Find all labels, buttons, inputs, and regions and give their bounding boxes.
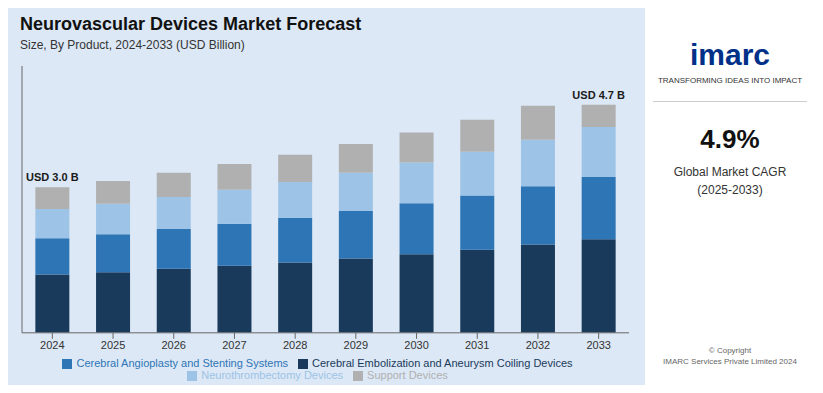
html-text:Cerebral Embolization and Aneu: Cerebral Embolization and Aneurysm Coili…: [312, 356, 573, 369]
svg-text:2029: 2029: [344, 339, 368, 351]
svg-text:2025: 2025: [101, 339, 125, 351]
svg-text:2032: 2032: [526, 339, 550, 351]
html-text:IMARC Services Private Limited: IMARC Services Private Limited 2024: [663, 356, 797, 366]
html-text:Size, By Product, 2024-2033 (U: Size, By Product, 2024-2033 (USD Billion…: [20, 38, 245, 52]
html-text:TRANSFORMING IDEAS INTO IMPACT: TRANSFORMING IDEAS INTO IMPACT: [657, 76, 803, 85]
svg-text:USD 3.0 B: USD 3.0 B: [26, 171, 79, 183]
svg-text:2030: 2030: [404, 339, 428, 351]
svg-text:2024: 2024: [40, 339, 64, 351]
html-text:© Copyright: © Copyright: [708, 345, 752, 355]
html-text:(2025-2033): (2025-2033): [697, 183, 763, 197]
svg-text:2028: 2028: [283, 339, 307, 351]
svg-text:2033: 2033: [586, 339, 610, 351]
html-text:4.9%: 4.9%: [700, 124, 760, 154]
html-text:Neurovascular Devices Market F: Neurovascular Devices Market Forecast: [20, 14, 362, 34]
html-text:Neurothrombectomy Devices: Neurothrombectomy Devices: [201, 368, 344, 381]
svg-text:2026: 2026: [162, 339, 186, 351]
html-text:imarc: imarc: [690, 38, 770, 71]
svg-text:2031: 2031: [465, 339, 489, 351]
html-text:Global Market CAGR: Global Market CAGR: [673, 165, 787, 179]
html-text:Support Devices: Support Devices: [367, 368, 448, 381]
svg-text:USD 4.7 B: USD 4.7 B: [572, 89, 625, 101]
svg-text:2027: 2027: [222, 339, 246, 351]
html-text:Cerebral Angioplasty and Stent: Cerebral Angioplasty and Stenting System…: [76, 356, 288, 369]
